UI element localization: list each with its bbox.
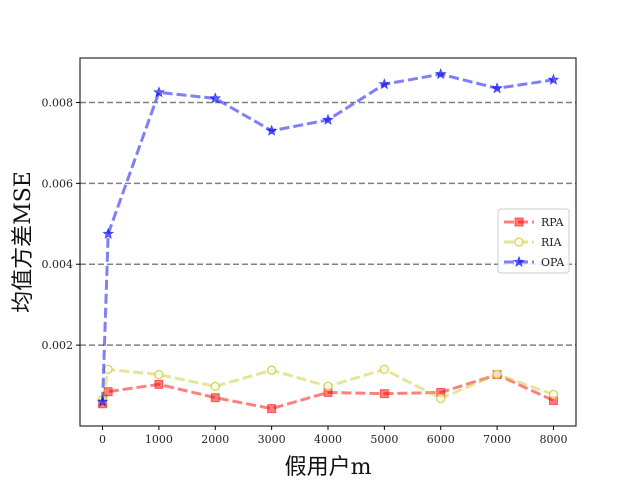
legend: RPA RIA OPA: [497, 208, 570, 274]
data-point-rpa: [154, 379, 164, 389]
series-line-ria: [101, 367, 554, 400]
grid-lines: [80, 101, 576, 346]
data-point-ria: [492, 369, 502, 379]
x-tick-label: 8000: [539, 433, 567, 446]
y-tick-label: 0.008: [42, 96, 74, 109]
data-point-rpa: [210, 393, 220, 403]
data-point-rpa: [379, 389, 389, 399]
legend-marker: [514, 217, 524, 227]
series-line-opa: [101, 72, 554, 402]
data-point-opa: [152, 86, 165, 98]
series-ria: [97, 364, 559, 405]
x-tick-label: 1000: [145, 433, 173, 446]
x-axis-ticks: 0 1000 2000 3000 4000 5000 6000 7000 8000: [99, 426, 567, 446]
series-layer: [96, 67, 560, 414]
x-tick-label: 5000: [370, 433, 398, 446]
x-tick-label: 2000: [201, 433, 229, 446]
x-axis-label: 假用户m: [285, 455, 372, 480]
legend-item-opa: OPA: [504, 255, 565, 269]
data-point-opa: [265, 124, 278, 136]
x-tick-label: 6000: [427, 433, 455, 446]
x-tick-label: 3000: [258, 433, 286, 446]
y-tick-label: 0.004: [42, 258, 74, 271]
x-tick-label: 7000: [483, 433, 511, 446]
data-point-ria: [103, 364, 113, 375]
legend-label: RIA: [541, 236, 563, 249]
legend-marker: [514, 237, 524, 247]
legend-label: OPA: [541, 256, 565, 269]
data-point-opa: [378, 77, 391, 90]
data-point-ria: [548, 389, 559, 400]
legend-label: RPA: [541, 216, 565, 229]
series-line-rpa: [101, 373, 555, 411]
legend-marker: [512, 255, 526, 268]
y-axis-label: 均值方差MSE: [11, 171, 36, 313]
data-point-rpa: [267, 404, 277, 414]
data-point-opa: [434, 67, 447, 80]
series-opa: [96, 67, 560, 407]
y-tick-label: 0.002: [42, 339, 74, 352]
data-point-opa: [491, 81, 504, 94]
data-point-ria: [436, 393, 446, 404]
data-point-opa: [209, 92, 222, 104]
data-point-opa: [547, 73, 560, 85]
data-point-opa: [321, 113, 335, 126]
data-point-ria: [266, 365, 277, 375]
data-point-ria: [154, 369, 164, 380]
data-point-ria: [210, 381, 220, 392]
y-tick-label: 0.006: [42, 177, 74, 190]
data-point-ria: [323, 381, 333, 392]
legend-item-rpa: RPA: [504, 216, 565, 229]
legend-item-ria: RIA: [504, 236, 563, 249]
data-point-opa: [102, 227, 115, 240]
y-axis-ticks: 0.002 0.004 0.006 0.008: [42, 96, 80, 352]
x-tick-label: 0: [99, 433, 106, 446]
data-point-ria: [379, 364, 390, 375]
x-tick-label: 4000: [314, 433, 342, 446]
data-point-opa: [96, 395, 109, 407]
